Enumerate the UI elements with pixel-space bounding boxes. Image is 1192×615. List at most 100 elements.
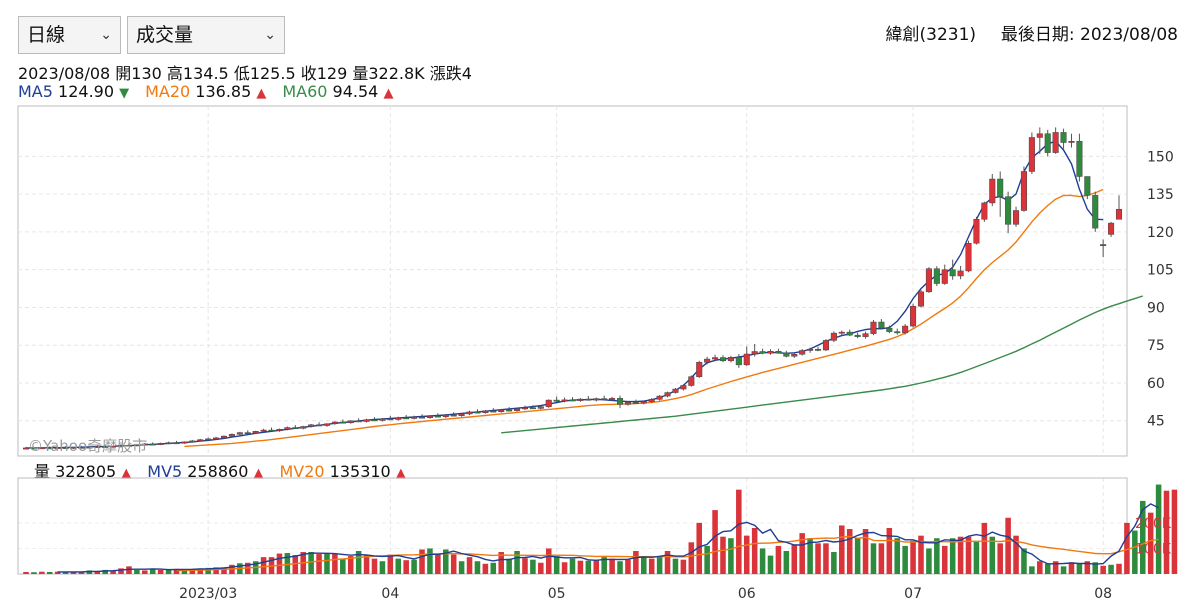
vol-legend-value: 258860 [182,462,254,481]
ma60-line [501,295,1144,434]
volume-bar [973,540,980,574]
candle-body [965,242,972,272]
volume-bar [347,556,354,574]
volume-bar [941,545,948,574]
candle-body [371,419,378,422]
indicator-select[interactable]: 成交量 ⌄ [127,16,285,54]
candle-body [799,350,806,355]
volume-bar [926,548,932,574]
volume-bar [1084,561,1091,574]
volume-bar [363,555,370,574]
candle-body [54,447,61,449]
volume-bar [221,567,227,574]
volume-bar [585,560,592,574]
candle-body [331,421,338,425]
volume-bar [118,568,124,574]
candle-body [775,351,782,354]
price-tick-label: 60 [1147,376,1165,392]
candle-body [537,406,544,409]
volume-bar [1163,490,1170,574]
volume-bar [316,554,322,574]
candle-body [870,321,877,334]
volume-bar [886,528,893,574]
volume-bar [23,571,29,574]
candle-body [902,325,909,334]
price-tick-label: 90 [1147,300,1165,316]
candle-body [585,398,592,401]
candle-body [521,407,529,410]
ma-legend-name: MA5 [18,82,53,101]
volume-bar [332,553,338,574]
month-tick-label: 07 [904,586,922,602]
mv20-line [176,535,1159,572]
candle-body [616,398,624,405]
volume-bar [506,558,512,574]
volume-bar [522,558,528,574]
candle-body [838,331,845,334]
ma-legend-name: MA20 [145,82,191,101]
candle-body [1060,132,1067,143]
volume-bar [720,536,726,574]
ma-legend-value: 136.85 [190,82,257,101]
volume-bar [1132,530,1138,574]
month-tick-label: 2023/03 [179,586,237,602]
candle-body [252,431,259,434]
candle-body [498,409,505,412]
candle-body [1036,133,1043,138]
volume-bar [648,558,655,574]
volume-bar [1076,563,1083,574]
volume-bar [1052,561,1059,574]
volume-bar [680,559,687,574]
candle-body [379,418,386,421]
candle-body [458,413,465,416]
volume-bar [743,535,750,574]
volume-bar [704,545,710,574]
candle-body [70,446,77,449]
candle-body [474,411,481,414]
volume-bar [371,558,378,574]
volume-bar [46,571,53,574]
candle-body [735,357,742,366]
volume-bar [1147,512,1154,574]
volume-bar [379,561,386,574]
candle-body [1052,132,1059,153]
volume-bar [149,569,156,574]
up-arrow-icon: ▲ [121,466,132,481]
candle-body [601,398,608,401]
candle-body [62,447,69,449]
volume-bar [902,545,908,574]
candle-body [86,446,93,449]
candle-body [418,416,426,419]
candle-body [110,445,117,448]
volume-bar [997,543,1003,574]
month-tick-label: 05 [548,586,566,602]
volume-bar [197,568,204,574]
candle-body [403,417,410,420]
candle-body [189,440,196,443]
candle-body [862,333,869,337]
candle-body [791,354,798,357]
candle-body [1068,141,1075,143]
candle-body [347,420,354,424]
vol-legend-value: 322805 [50,462,122,481]
price-tick-label: 105 [1147,263,1174,279]
volume-bar [862,529,869,574]
volume-bar [1100,565,1106,574]
volume-bar [807,538,813,574]
volume-bar [31,572,37,574]
volume-bar [387,554,394,574]
volume-bar [965,536,972,574]
candle-body [244,432,251,435]
volume-bar [39,571,45,574]
volume-bar [775,545,782,574]
volume-bar [308,552,314,574]
up-arrow-icon: ▲ [395,466,406,481]
period-select[interactable]: 日線 ⌄ [18,16,121,54]
candle-body [878,321,885,329]
candle-body [157,443,164,445]
candle-body [434,415,441,418]
candle-body [30,447,37,450]
candle-body [1092,195,1099,229]
volume-bar [633,551,639,574]
last-date: 最後日期: 2023/08/08 [1000,25,1178,45]
